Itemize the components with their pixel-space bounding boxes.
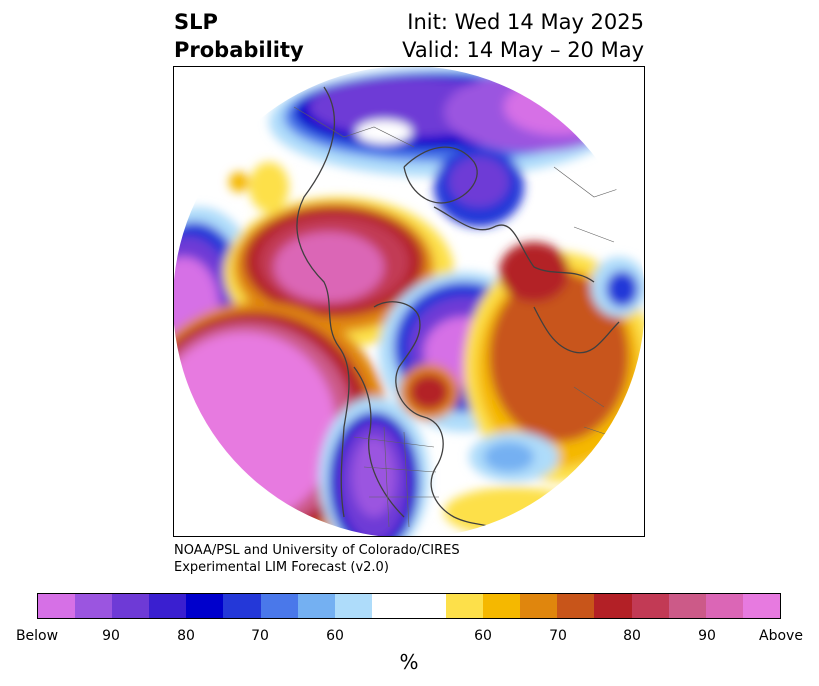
probability-map [174,67,644,536]
forecast-dates: Init: Wed 14 May 2025 Valid: 14 May – 20… [402,8,644,64]
colorbar-segment [483,594,521,618]
colorbar-segment [149,594,187,618]
probability-fields [174,67,644,536]
valid-range: Valid: 14 May – 20 May [402,38,644,62]
colorbar-segment [75,594,113,618]
colorbar-label-above-90: 90 [698,628,716,644]
colorbar-label-below: Below [15,628,59,644]
colorbar-label-above: Above [759,628,803,644]
colorbar-segment [408,594,447,618]
colorbar-segment [186,594,224,618]
colorbar-segment [594,594,632,618]
colorbar-segment [631,594,669,618]
colorbar-segment [223,594,261,618]
colorbar-label-below-90: 90 [102,628,120,644]
credit-line-2: Experimental LIM Forecast (v2.0) [174,560,389,575]
colorbar-label-below-60: 60 [326,628,344,644]
title-line-2: Probability [174,38,304,62]
colorbar-segment [705,594,743,618]
colorbar-segment [260,594,298,618]
credit-line-1: NOAA/PSL and University of Colorado/CIRE… [174,543,460,558]
colorbar-label-above-70: 70 [549,628,567,644]
colorbar-segment [520,594,558,618]
map-panel [173,66,645,537]
colorbar-label-above-60: 60 [474,628,492,644]
colorbar-label-above-80: 80 [623,628,641,644]
colorbar-label-below-70: 70 [251,628,269,644]
colorbar-segment [112,594,150,618]
colorbar-unit: % [399,650,419,674]
colorbar-segment [742,594,780,618]
title-line-1: SLP [174,10,218,34]
borders [293,106,625,528]
chart-title: SLP Probability [174,8,304,64]
colorbar-segment [297,594,335,618]
colorbar-segment [557,594,595,618]
colorbar-label-below-80: 80 [177,628,195,644]
init-date: Init: Wed 14 May 2025 [407,10,644,34]
colorbar-segment [38,594,76,618]
coastlines [296,86,620,536]
colorbar-segment [371,594,409,618]
colorbar-segment [668,594,706,618]
credit-text: NOAA/PSL and University of Colorado/CIRE… [174,542,460,576]
colorbar [37,593,781,619]
colorbar-segment [334,594,372,618]
colorbar-segment [446,594,484,618]
